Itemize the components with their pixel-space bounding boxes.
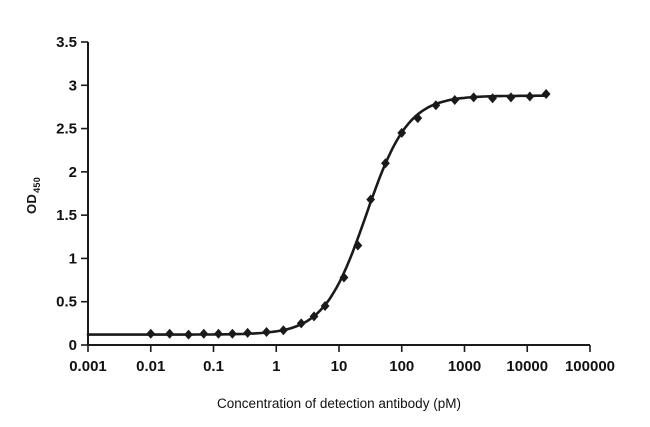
x-tick-label: 1 bbox=[272, 358, 280, 375]
data-point-marker bbox=[214, 328, 223, 339]
data-point-marker bbox=[227, 328, 237, 339]
data-point-marker bbox=[146, 328, 156, 339]
y-tick-label: 3.5 bbox=[56, 34, 77, 51]
data-point-marker bbox=[262, 327, 271, 338]
x-tick-label: 0.1 bbox=[203, 358, 224, 375]
data-point-marker bbox=[450, 95, 460, 106]
data-point-marker bbox=[320, 301, 330, 312]
data-point-marker bbox=[397, 127, 407, 138]
y-tick-label: 1 bbox=[69, 250, 77, 267]
data-point-marker bbox=[243, 327, 253, 338]
data-point-marker bbox=[413, 113, 423, 124]
y-axis-label-main: OD bbox=[24, 193, 39, 214]
y-tick-label: 1.5 bbox=[56, 207, 77, 224]
x-tick-label: 10000 bbox=[506, 358, 548, 375]
data-point-marker bbox=[381, 158, 390, 169]
data-point-marker bbox=[488, 93, 497, 104]
y-tick-label: 3 bbox=[69, 77, 77, 94]
axes bbox=[87, 42, 590, 346]
data-point-marker bbox=[339, 272, 349, 283]
y-tick-label: 0 bbox=[69, 337, 77, 354]
y-tick-label: 2.5 bbox=[56, 121, 77, 138]
x-tick-label: 100000 bbox=[565, 358, 615, 375]
y-axis-label-subscript: 450 bbox=[31, 176, 42, 193]
x-tick-label: 1000 bbox=[448, 358, 481, 375]
tick-marks bbox=[81, 41, 591, 352]
data-point-marker bbox=[199, 328, 209, 339]
x-axis-label: Concentration of detection antibody (pM) bbox=[217, 396, 461, 411]
data-point-marker bbox=[309, 311, 319, 322]
data-point-marker bbox=[541, 88, 551, 99]
data-point-marker bbox=[296, 318, 306, 329]
data-point-marker bbox=[431, 100, 441, 111]
data-point-marker bbox=[366, 194, 376, 205]
data-point-marker bbox=[506, 92, 516, 103]
y-tick-label: 0.5 bbox=[56, 294, 77, 311]
data-points bbox=[146, 88, 551, 340]
data-point-marker bbox=[469, 92, 479, 103]
y-tick-label: 2 bbox=[69, 164, 77, 181]
x-tick-label: 10 bbox=[331, 358, 348, 375]
tick-labels: 0 0.5 1 1.5 2 2.5 3 3.5 0.001 0.01 0.1 1 10 100 1000 10… bbox=[56, 34, 615, 375]
data-point-marker bbox=[278, 325, 288, 336]
data-point-marker bbox=[184, 329, 193, 340]
y-axis-label: OD450 bbox=[24, 177, 42, 214]
data-point-marker bbox=[165, 328, 175, 339]
fit-curve bbox=[86, 94, 548, 336]
data-point-marker bbox=[353, 240, 363, 251]
x-tick-label: 0.001 bbox=[69, 358, 107, 375]
data-point-marker bbox=[525, 91, 535, 102]
x-tick-label: 0.01 bbox=[136, 358, 165, 375]
x-tick-label: 100 bbox=[389, 358, 414, 375]
